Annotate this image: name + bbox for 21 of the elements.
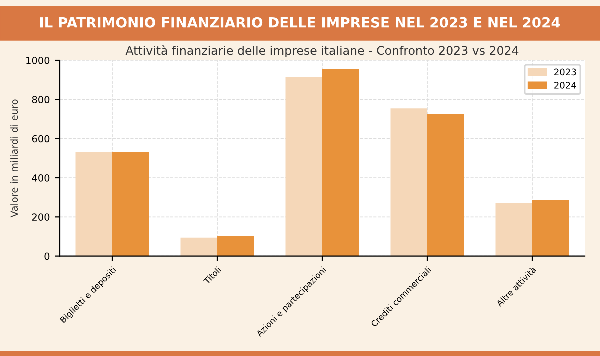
y-axis-title: Valore in miliardi di euro: [10, 100, 18, 218]
y-tick-label: 600: [32, 135, 50, 143]
bar: [112, 152, 150, 256]
y-tick-label: 0: [44, 252, 50, 260]
bar: [76, 152, 112, 256]
legend-label: 2023: [554, 68, 576, 76]
bar: [286, 76, 322, 256]
y-tick-label: 400: [32, 174, 50, 182]
bar: [496, 203, 532, 256]
bar: [322, 68, 360, 256]
bar: [390, 108, 428, 256]
y-tick-label: 800: [32, 96, 50, 104]
y-tick-label: 200: [32, 214, 50, 221]
bar: [532, 200, 570, 256]
bar: [180, 238, 218, 256]
chart-subtitle: Attività finanziarie delle imprese italiane - Confronto 2023 vs 2024: [126, 46, 519, 58]
y-tick-label: 1000: [26, 57, 50, 64]
bar: [218, 236, 254, 256]
chart-title: IL PATRIMONIO FINANZIARIO DELLE IMPRESE NEL 2023 E NEL 2024: [40, 17, 560, 28]
bar: [428, 114, 464, 256]
legend-label: 2024: [554, 82, 576, 89]
